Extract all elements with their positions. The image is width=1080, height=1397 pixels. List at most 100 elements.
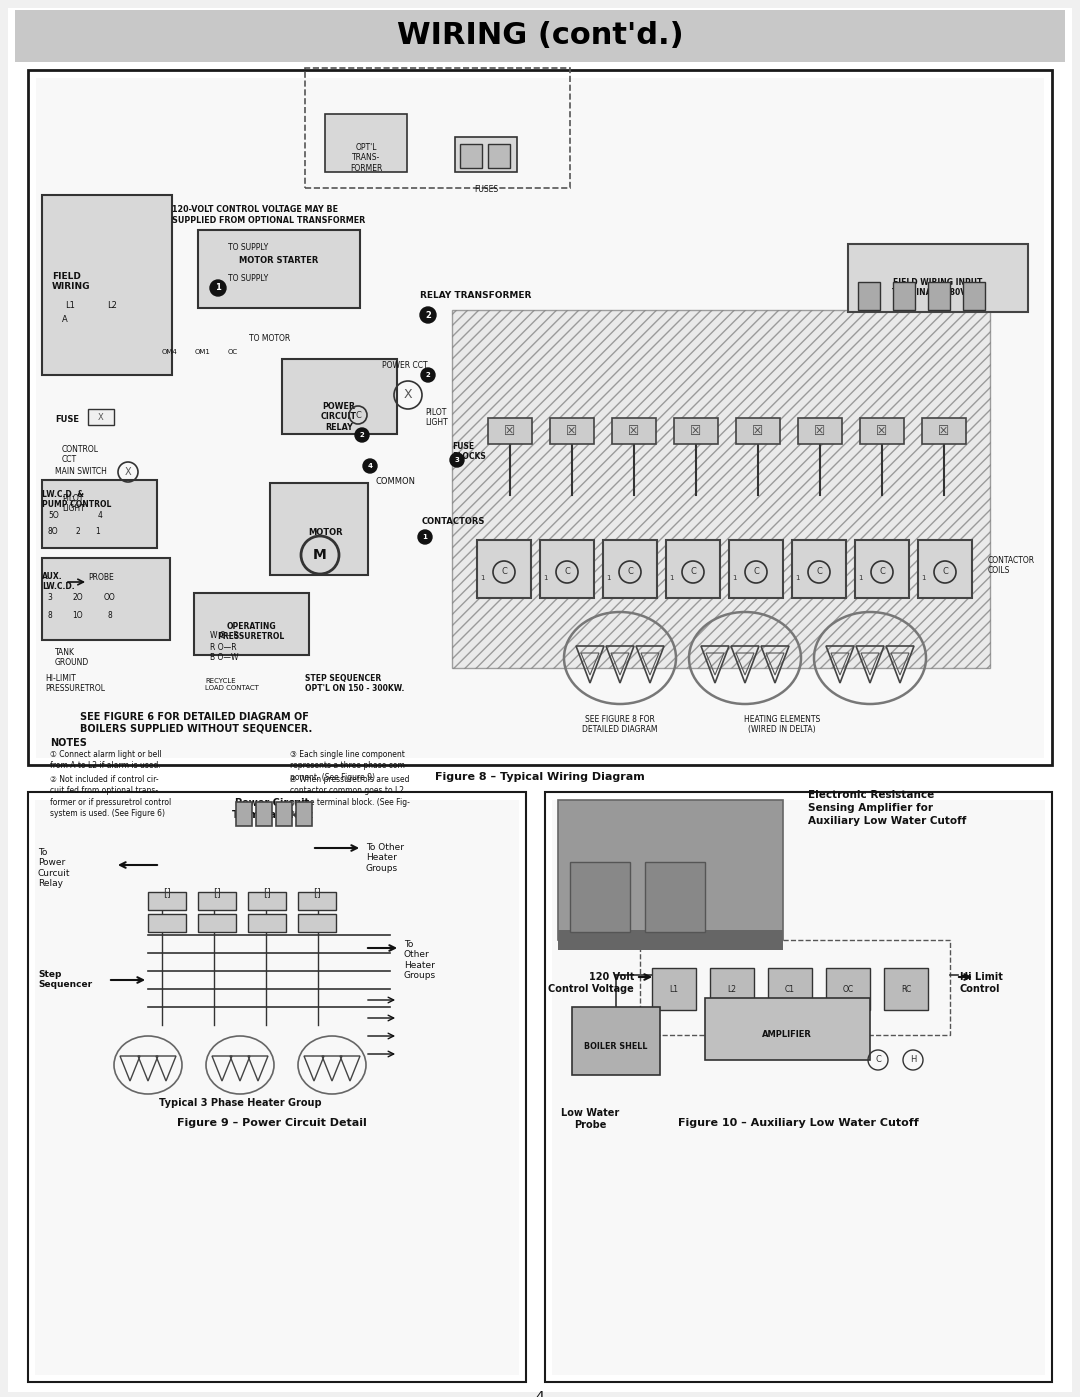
Text: ☒: ☒ bbox=[876, 425, 888, 437]
Text: ② Not included if control cir-
cuit fed from optional trans-
former or if pressu: ② Not included if control cir- cuit fed … bbox=[50, 775, 172, 819]
Bar bbox=[645, 862, 705, 932]
Bar bbox=[148, 914, 186, 932]
Text: []: [] bbox=[264, 887, 271, 897]
Text: COMMON: COMMON bbox=[375, 478, 415, 486]
Bar bbox=[248, 914, 286, 932]
Bar bbox=[768, 968, 812, 1010]
Text: 3: 3 bbox=[455, 457, 459, 462]
Text: FUSE: FUSE bbox=[55, 415, 79, 425]
Text: FIELD
WIRING: FIELD WIRING bbox=[52, 272, 91, 292]
Bar bbox=[298, 893, 336, 909]
Bar bbox=[858, 282, 880, 310]
Bar bbox=[963, 282, 985, 310]
Text: To Other
Heater
Groups: To Other Heater Groups bbox=[366, 842, 404, 873]
Text: 1: 1 bbox=[422, 534, 428, 541]
Text: 4: 4 bbox=[98, 511, 103, 521]
Bar bbox=[792, 541, 846, 598]
Text: POWER CCT: POWER CCT bbox=[382, 360, 428, 369]
Text: HI-LIMIT
PRESSURETROL: HI-LIMIT PRESSURETROL bbox=[45, 673, 105, 693]
Text: 4: 4 bbox=[536, 1390, 544, 1397]
Text: 1: 1 bbox=[732, 576, 737, 581]
Text: Low Water
Probe: Low Water Probe bbox=[561, 1108, 619, 1130]
Text: 2O: 2O bbox=[72, 594, 83, 602]
Text: ☒: ☒ bbox=[566, 425, 578, 437]
Text: POWER
CIRCUIT
RELAY: POWER CIRCUIT RELAY bbox=[321, 402, 357, 432]
Text: To
Other
Heater
Groups: To Other Heater Groups bbox=[404, 940, 436, 981]
Text: ③ Each single line component
represents a three phase com-
ponent. (See Figure 9: ③ Each single line component represents … bbox=[291, 750, 407, 782]
Text: []: [] bbox=[313, 887, 321, 897]
Text: ☒: ☒ bbox=[690, 425, 702, 437]
Bar bbox=[922, 418, 966, 444]
Text: 2: 2 bbox=[426, 372, 430, 379]
Bar bbox=[276, 802, 292, 826]
Text: PILOT
LIGHT: PILOT LIGHT bbox=[62, 495, 84, 514]
Bar bbox=[42, 196, 172, 374]
Text: 2: 2 bbox=[360, 432, 364, 439]
Bar bbox=[148, 893, 186, 909]
Circle shape bbox=[421, 367, 435, 381]
Text: CONTACTORS: CONTACTORS bbox=[422, 517, 485, 527]
Text: FIELD WIRING INPUT
TERMINALS 480V, 3φ.: FIELD WIRING INPUT TERMINALS 480V, 3φ. bbox=[892, 278, 984, 298]
Text: M: M bbox=[313, 548, 327, 562]
Text: OPERATING
PRESSURETROL: OPERATING PRESSURETROL bbox=[217, 622, 285, 641]
Text: CONTACTOR
COILS: CONTACTOR COILS bbox=[988, 556, 1035, 576]
Text: A: A bbox=[63, 316, 68, 324]
Text: C: C bbox=[627, 567, 633, 577]
Bar bbox=[194, 592, 309, 655]
Bar bbox=[256, 802, 272, 826]
Text: TO MOTOR: TO MOTOR bbox=[249, 334, 291, 344]
Bar bbox=[729, 541, 783, 598]
Bar bbox=[550, 418, 594, 444]
Text: NOTES: NOTES bbox=[50, 738, 86, 747]
Bar bbox=[885, 968, 928, 1010]
Text: ☒: ☒ bbox=[939, 425, 949, 437]
Bar bbox=[237, 802, 252, 826]
Text: 2: 2 bbox=[76, 528, 80, 536]
Circle shape bbox=[210, 279, 226, 296]
Text: OM1: OM1 bbox=[195, 349, 211, 355]
Text: TO SUPPLY: TO SUPPLY bbox=[228, 274, 268, 284]
Text: OC: OC bbox=[842, 985, 853, 993]
Text: SEE FIGURE 8 FOR
DETAILED DIAGRAM: SEE FIGURE 8 FOR DETAILED DIAGRAM bbox=[582, 715, 658, 735]
Text: C: C bbox=[753, 567, 759, 577]
Circle shape bbox=[418, 529, 432, 543]
Bar bbox=[488, 144, 510, 168]
Text: TANK
GROUND: TANK GROUND bbox=[55, 648, 90, 668]
Text: MOTOR STARTER: MOTOR STARTER bbox=[240, 256, 319, 265]
Text: 120-VOLT CONTROL VOLTAGE MAY BE
SUPPLIED FROM OPTIONAL TRANSFORMER: 120-VOLT CONTROL VOLTAGE MAY BE SUPPLIED… bbox=[172, 205, 365, 225]
Text: MAIN SWITCH: MAIN SWITCH bbox=[55, 468, 107, 476]
Text: TO SUPPLY: TO SUPPLY bbox=[228, 243, 268, 251]
Text: Figure 8 – Typical Wiring Diagram: Figure 8 – Typical Wiring Diagram bbox=[435, 773, 645, 782]
Text: CONTROL
CCT: CONTROL CCT bbox=[62, 446, 99, 464]
Bar bbox=[453, 310, 990, 668]
Text: RC: RC bbox=[901, 985, 912, 993]
Text: PILOT
LIGHT: PILOT LIGHT bbox=[426, 408, 448, 427]
Text: []: [] bbox=[213, 887, 221, 897]
Text: L2: L2 bbox=[728, 985, 737, 993]
Text: R O—R: R O—R bbox=[210, 643, 237, 651]
Text: Figure 9 – Power Circuit Detail: Figure 9 – Power Circuit Detail bbox=[177, 1118, 367, 1127]
Text: BOILER SHELL: BOILER SHELL bbox=[584, 1042, 648, 1051]
Bar bbox=[35, 800, 519, 1375]
Bar bbox=[798, 418, 842, 444]
Text: B O—W: B O—W bbox=[210, 654, 239, 662]
Bar bbox=[848, 244, 1028, 312]
Bar bbox=[198, 231, 360, 307]
Text: OPT'L
TRANS-
FORMER: OPT'L TRANS- FORMER bbox=[350, 142, 382, 173]
Bar bbox=[477, 541, 531, 598]
Bar bbox=[42, 481, 157, 548]
Text: Electronic Resistance
Sensing Amplifier for
Auxiliary Low Water Cutoff: Electronic Resistance Sensing Amplifier … bbox=[808, 789, 967, 827]
Text: Figure 10 – Auxiliary Low Water Cutoff: Figure 10 – Auxiliary Low Water Cutoff bbox=[677, 1118, 918, 1127]
Text: 1: 1 bbox=[795, 576, 799, 581]
Text: C: C bbox=[564, 567, 570, 577]
Bar bbox=[826, 968, 870, 1010]
Text: 2: 2 bbox=[426, 310, 431, 320]
Bar bbox=[705, 997, 870, 1060]
Bar bbox=[572, 1007, 660, 1076]
Bar bbox=[460, 144, 482, 168]
Text: 1: 1 bbox=[858, 576, 862, 581]
Text: Hi Limit
Control: Hi Limit Control bbox=[960, 972, 1003, 993]
Text: 1: 1 bbox=[606, 576, 610, 581]
Bar bbox=[42, 557, 170, 640]
Text: OM4: OM4 bbox=[162, 349, 178, 355]
